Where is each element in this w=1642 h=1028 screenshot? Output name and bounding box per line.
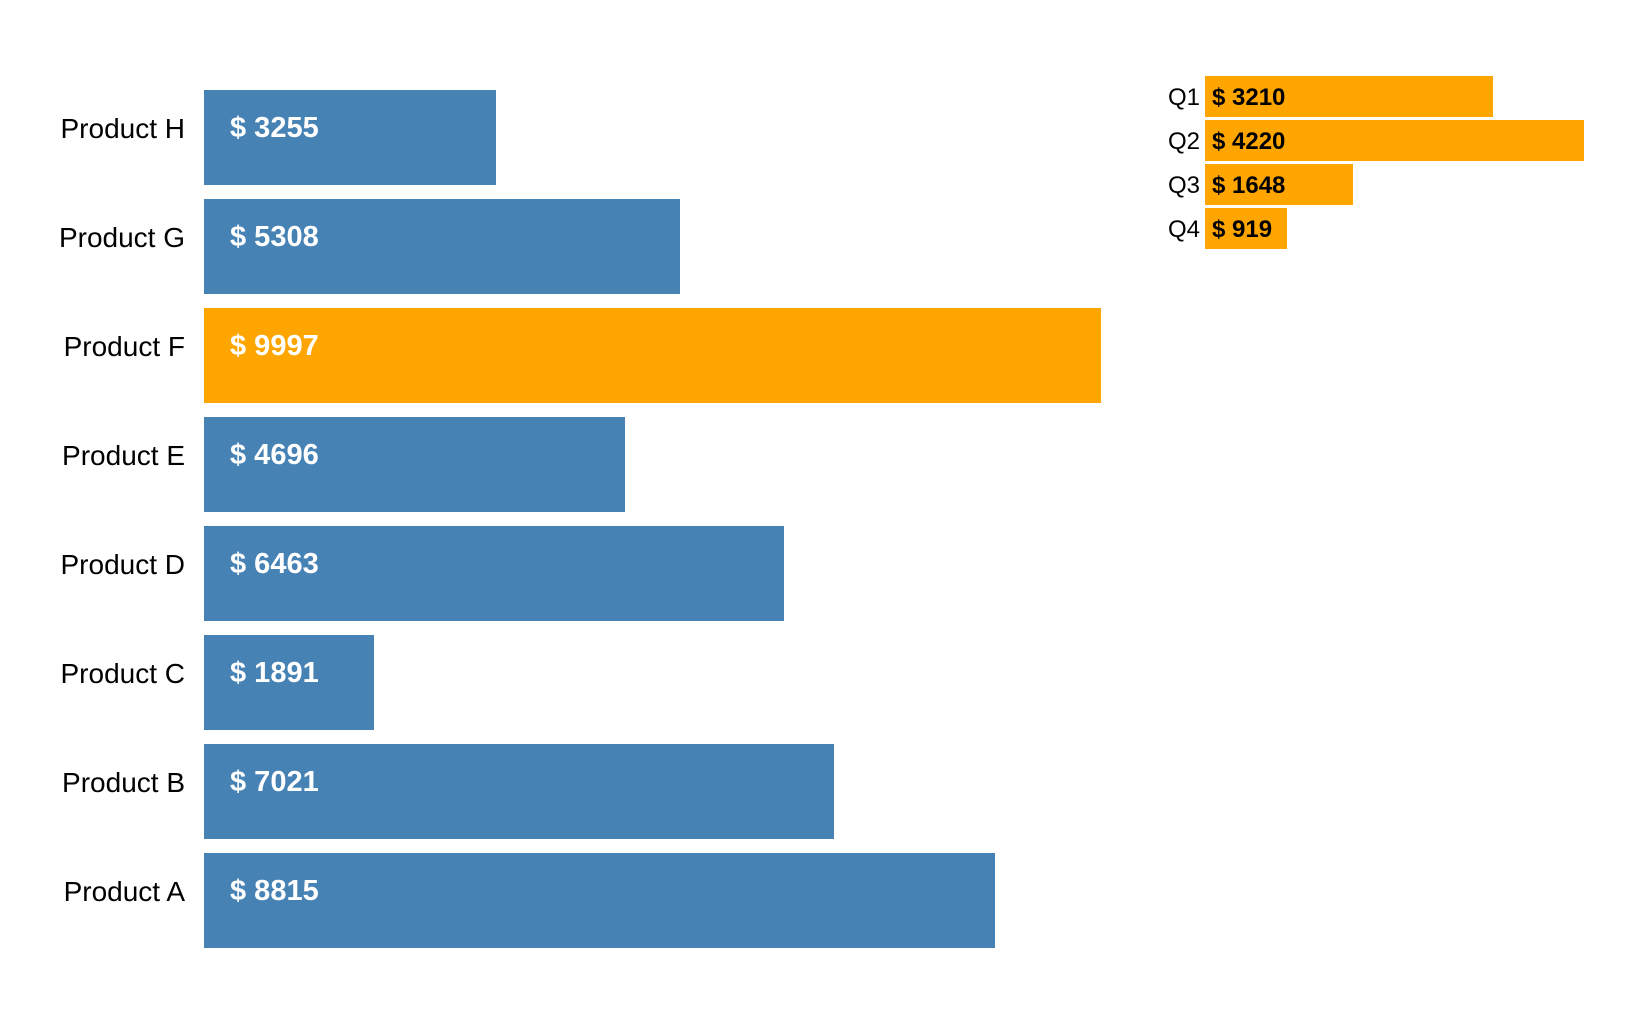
bar-row-q2: Q2 $ 4220: [0, 120, 1642, 161]
bar-product-d: $ 6463: [204, 526, 784, 621]
bar-q3: $ 1648: [1205, 164, 1353, 205]
bar-row-q1: Q1 $ 3210: [0, 76, 1642, 117]
bar-row-q4: Q4 $ 919: [0, 208, 1642, 249]
value-label-q2: $ 4220: [1212, 127, 1286, 155]
value-label-product-b: $ 7021: [230, 766, 319, 798]
bar-product-b: $ 7021: [204, 744, 834, 839]
category-label-q4: Q4: [1167, 215, 1200, 243]
bar-row-product-b: Product B $ 7021: [0, 744, 1642, 839]
bar-row-product-a: Product A $ 8815: [0, 853, 1642, 948]
category-label-product-a: Product A: [63, 875, 185, 907]
bar-q2: $ 4220: [1205, 120, 1584, 161]
value-label-product-f: $ 9997: [230, 330, 319, 362]
value-label-q1: $ 3210: [1212, 83, 1286, 111]
category-label-q1: Q1: [1167, 83, 1200, 111]
category-label-product-g: Product G: [58, 221, 185, 253]
category-label-q2: Q2: [1167, 127, 1200, 155]
bar-product-e: $ 4696: [204, 417, 625, 512]
value-label-product-h: $ 3255: [230, 112, 319, 144]
bar-row-product-g: Product G $ 5308: [0, 199, 1642, 294]
bar-product-a: $ 8815: [204, 853, 995, 948]
value-label-q3: $ 1648: [1212, 171, 1286, 199]
bar-q4: $ 919: [1205, 208, 1287, 249]
category-label-product-h: Product H: [60, 112, 186, 144]
bar-product-g: $ 5308: [204, 199, 680, 294]
value-label-product-e: $ 4696: [230, 439, 319, 471]
value-label-q4: $ 919: [1212, 215, 1273, 243]
value-label-product-d: $ 6463: [230, 548, 319, 580]
category-label-q3: Q3: [1167, 171, 1200, 199]
bar-product-f: $ 9997: [204, 308, 1101, 403]
value-label-product-a: $ 8815: [230, 875, 319, 907]
bar-row-product-d: Product D $ 6463: [0, 526, 1642, 621]
bar-row-q3: Q3 $ 1648: [0, 164, 1642, 205]
bar-product-c: $ 1891: [204, 635, 374, 730]
bar-row-product-c: Product C $ 1891: [0, 635, 1642, 730]
bar-q1: $ 3210: [1205, 76, 1493, 117]
category-label-product-b: Product B: [62, 766, 185, 798]
bar-row-product-e: Product E $ 4696: [0, 417, 1642, 512]
bar-product-h: $ 3255: [204, 90, 496, 185]
category-label-product-e: Product E: [62, 439, 185, 471]
category-label-product-f: Product F: [63, 330, 185, 362]
category-label-product-d: Product D: [60, 548, 186, 580]
bar-row-product-f: Product F $ 9997: [0, 308, 1642, 403]
category-label-product-c: Product C: [60, 657, 186, 689]
bar-row-product-h: Product H $ 3255: [0, 90, 1642, 185]
value-label-product-c: $ 1891: [230, 657, 319, 689]
value-label-product-g: $ 5308: [230, 221, 319, 253]
